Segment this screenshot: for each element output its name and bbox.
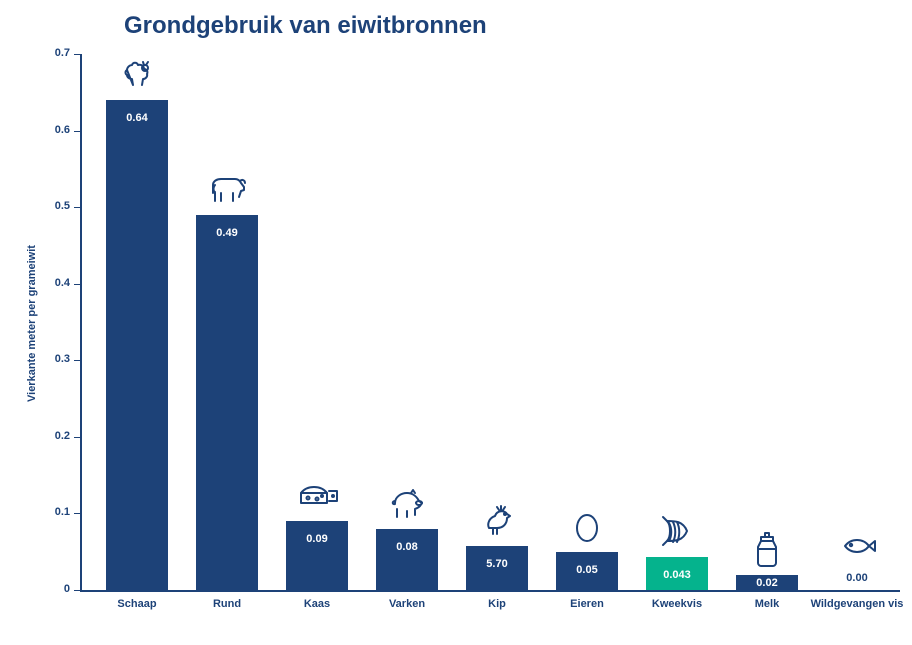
milk-icon [732, 527, 802, 571]
chart-container: Grondgebruik van eiwitbronnen Vierkante … [0, 0, 912, 645]
category-label: Kweekvis [626, 598, 728, 610]
y-axis-line [80, 54, 82, 590]
y-tick-mark [74, 207, 80, 208]
y-tick-mark [74, 513, 80, 514]
wildfish-icon [822, 524, 892, 568]
y-tick-mark [74, 360, 80, 361]
chicken-icon [462, 498, 532, 542]
bar-value: 0.08 [376, 541, 438, 553]
y-axis-label: Vierkante meter per grameiwit [26, 245, 38, 402]
cow-icon [192, 167, 262, 211]
y-tick-label: 0.2 [40, 430, 70, 442]
y-tick-mark [74, 54, 80, 55]
y-tick-label: 0.7 [40, 47, 70, 59]
category-label: Eieren [536, 598, 638, 610]
bar-rund: 0.49 [196, 215, 258, 590]
category-label: Wildgevangen vis [806, 598, 908, 610]
pig-icon [372, 481, 442, 525]
category-label: Schaap [86, 598, 188, 610]
bar-schaap: 0.64 [106, 100, 168, 590]
bar-value: 0.043 [646, 569, 708, 581]
bar-value: 0.64 [106, 112, 168, 124]
y-tick-mark [74, 590, 80, 591]
bar-melk: 0.02 [736, 575, 798, 590]
bar-kweekvis: 0.043 [646, 557, 708, 590]
y-tick-label: 0.1 [40, 506, 70, 518]
y-tick-mark [74, 131, 80, 132]
egg-icon [552, 504, 622, 548]
bar-kaas: 0.09 [286, 521, 348, 590]
bar-value: 0.09 [286, 533, 348, 545]
sheep-icon [102, 52, 172, 96]
cheese-icon [282, 473, 352, 517]
y-tick-label: 0.6 [40, 124, 70, 136]
x-axis-line [80, 590, 900, 592]
y-tick-mark [74, 437, 80, 438]
y-tick-label: 0.5 [40, 200, 70, 212]
y-tick-label: 0 [40, 583, 70, 595]
bar-value: 0.02 [736, 577, 798, 589]
bar-kip: 5.70 [466, 546, 528, 590]
category-label: Varken [356, 598, 458, 610]
y-tick-label: 0.3 [40, 353, 70, 365]
chart-title: Grondgebruik van eiwitbronnen [124, 12, 487, 40]
bar-value: 0.49 [196, 227, 258, 239]
farmedfish-icon [642, 509, 712, 553]
category-label: Rund [176, 598, 278, 610]
category-label: Melk [716, 598, 818, 610]
bar-eieren: 0.05 [556, 552, 618, 590]
bar-value-zero: 0.00 [826, 572, 888, 584]
category-label: Kaas [266, 598, 368, 610]
y-tick-mark [74, 284, 80, 285]
y-tick-label: 0.4 [40, 277, 70, 289]
category-label: Kip [446, 598, 548, 610]
bar-varken: 0.08 [376, 529, 438, 590]
bar-value: 0.05 [556, 564, 618, 576]
bar-value: 5.70 [466, 558, 528, 570]
